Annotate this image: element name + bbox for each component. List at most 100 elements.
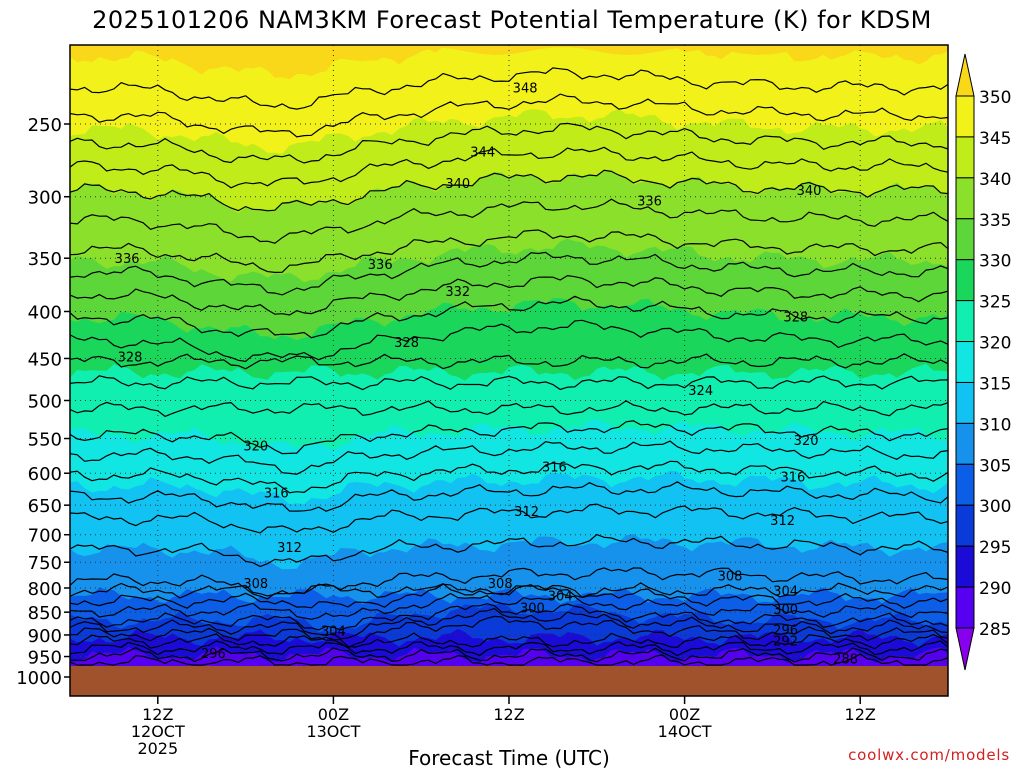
colorbar-label: 335 [979,211,1011,231]
colorbar-segment [955,504,975,547]
isentrope-288 [69,653,949,666]
colorbar-label: 320 [979,334,1011,354]
x-tick-label: 12Z [493,705,524,724]
contour-label: 332 [445,285,470,300]
contour-label: 316 [542,461,567,476]
contour-label: 336 [637,195,662,210]
y-tick-label: 500 [28,392,62,413]
x-tick-year-label: 2025 [137,739,178,758]
isentrope-346 [69,93,949,138]
colorbar-label: 300 [979,497,1011,517]
contour-label: 308 [488,577,513,592]
colorbar-label: 345 [979,129,1011,149]
contour-label: 328 [118,351,143,366]
y-tick-label: 700 [28,526,62,547]
colorbar-label: 285 [979,620,1011,640]
contour-label: 296 [773,624,798,639]
surface-layer [70,666,948,696]
contour-label: 336 [368,258,393,273]
isentrope-342 [69,146,949,189]
isentrope-294 [69,632,949,650]
contour-label: 300 [773,603,798,618]
colorbar: 350 345 340 335 330 325 320 315 310 305 300 295 290 2… [955,53,1011,671]
colorbar-segment [955,586,975,629]
colorbar-segment [955,218,975,261]
isentrope-338 [69,198,949,244]
contour-label: 328 [394,336,419,351]
contour-label: 292 [773,634,798,649]
colorbar-segment [955,381,975,424]
isentrope-328 [69,319,949,363]
isentrope-310 [69,533,949,568]
y-tick-label: 750 [28,553,62,574]
isentrope-326 [69,353,949,370]
x-axis-label: Forecast Time (UTC) [408,746,610,768]
colorbar-label: 290 [979,579,1011,599]
isentrope-336 [69,229,949,274]
contour-labels-layer: 348 344 340 336 340 336 336 332 328 328 328 324 320 3… [115,81,858,667]
colorbar-label: 325 [979,293,1011,313]
y-tick-label: 250 [28,115,62,136]
colorbar-segment [955,136,975,179]
contour-label: 288 [833,653,858,668]
y-tick-label: 400 [28,302,62,323]
colorbar-segment [955,177,975,220]
y-tick-label: 300 [28,188,62,209]
contour-label: 296 [201,647,226,662]
isentrope-314 [69,481,949,512]
contour-label: 340 [445,177,470,192]
y-axis: 2503003504004505005506006507007508008509… [16,115,70,689]
isentrope-344 [69,122,949,164]
ground-surface [70,666,948,696]
isentrope-348 [69,67,949,110]
isentrope-334 [69,251,949,296]
isentrope-292 [69,640,949,657]
contour-label: 336 [115,252,140,267]
isentrope-308 [69,567,949,600]
x-tick-label: 12Z [845,705,876,724]
x-tick-label: 12Z [142,705,173,724]
y-tick-label: 800 [28,579,62,600]
contour-label: 312 [770,514,795,529]
colorbar-segment [955,545,975,588]
isentrope-300 [69,603,949,631]
colorbar-label: 350 [979,88,1011,108]
contour-label: 340 [797,184,822,199]
isentrope-320 [69,420,949,455]
contour-label: 344 [470,146,495,161]
y-tick-label: 350 [28,249,62,270]
contour-label: 316 [780,471,805,486]
isentrope-312 [69,503,949,534]
contour-label: 312 [277,541,302,556]
contour-label: 320 [243,440,268,455]
y-tick-label: 950 [28,648,62,669]
credit-text[interactable]: coolwx.com/models [848,746,1010,764]
contour-label: 320 [794,434,819,449]
x-tick-label: 00Z [669,705,700,724]
colorbar-label: 305 [979,456,1011,476]
band-fill-cap [70,45,948,61]
x-tick-label: 00Z [318,705,349,724]
isentrope-322 [69,400,949,418]
y-tick-label: 550 [28,430,62,451]
contour-lines-layer [69,67,949,666]
isentrope-302 [69,592,949,620]
contour-label: 324 [688,384,713,399]
x-tick-date-label: 12OCT [131,722,185,741]
colorbar-label: 330 [979,252,1011,272]
isentrope-332 [69,274,949,316]
contour-label: 300 [520,601,545,616]
x-tick-date-label: 14OCT [658,722,712,741]
colorbar-label: 310 [979,415,1011,435]
colorbar-segment [955,422,975,465]
isentrope-298 [69,607,949,640]
colorbar-extend-top [955,53,975,97]
contour-label: 304 [321,625,346,640]
isentrope-306 [69,582,949,599]
colorbar-label: 340 [979,170,1011,190]
colorbar-extend-bottom [955,627,975,671]
chart-title: 2025101206 NAM3KM Forecast Potential Tem… [92,6,932,34]
